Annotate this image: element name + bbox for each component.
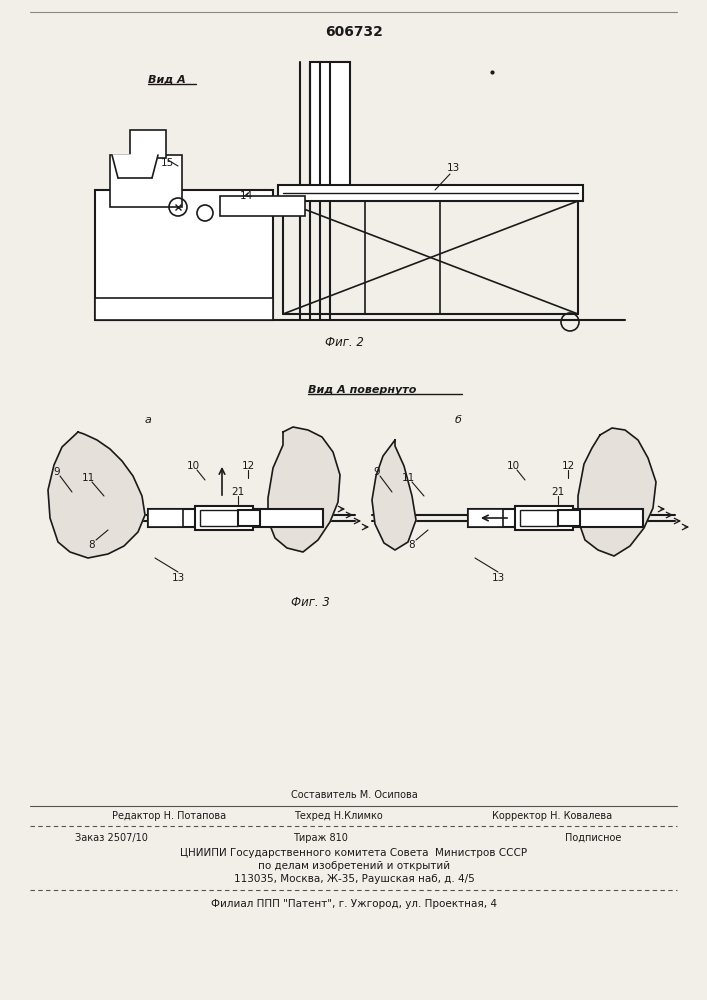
Bar <box>148 509 323 527</box>
Text: 606732: 606732 <box>325 25 383 39</box>
Bar <box>310 62 350 187</box>
Text: а: а <box>144 415 151 425</box>
Bar <box>278 185 583 201</box>
Polygon shape <box>48 432 145 558</box>
Text: Корректор Н. Ковалева: Корректор Н. Ковалева <box>492 811 612 821</box>
Polygon shape <box>372 440 416 550</box>
Text: 15: 15 <box>160 158 174 168</box>
Bar <box>515 506 573 530</box>
Bar <box>200 510 238 526</box>
Polygon shape <box>578 428 656 556</box>
Text: Заказ 2507/10: Заказ 2507/10 <box>75 833 148 843</box>
Text: ЦНИИПИ Государственного комитета Совета  Министров СССР: ЦНИИПИ Государственного комитета Совета … <box>180 848 527 858</box>
Text: 14: 14 <box>240 191 252 201</box>
Text: Вид А повернуто: Вид А повернуто <box>308 385 416 395</box>
Text: Техред Н.Климко: Техред Н.Климко <box>294 811 382 821</box>
Text: по делам изобретений и открытий: по делам изобретений и открытий <box>258 861 450 871</box>
Text: Вид А: Вид А <box>148 75 186 85</box>
Text: 9: 9 <box>54 467 60 477</box>
Text: 8: 8 <box>88 540 95 550</box>
Text: 11: 11 <box>81 473 95 483</box>
Text: 13: 13 <box>171 573 185 583</box>
Bar <box>195 506 253 530</box>
Bar <box>520 510 558 526</box>
Text: 12: 12 <box>561 461 575 471</box>
Text: Тираж 810: Тираж 810 <box>293 833 347 843</box>
Bar <box>95 190 273 320</box>
Bar <box>468 509 643 527</box>
Text: Редактор Н. Потапова: Редактор Н. Потапова <box>112 811 226 821</box>
Text: 12: 12 <box>241 461 255 471</box>
Text: 10: 10 <box>506 461 520 471</box>
Text: 21: 21 <box>231 487 245 497</box>
Text: 113035, Москва, Ж-35, Раушская наб, д. 4/5: 113035, Москва, Ж-35, Раушская наб, д. 4… <box>233 874 474 884</box>
Text: Фиг. 3: Фиг. 3 <box>291 595 329 608</box>
Text: 13: 13 <box>491 573 505 583</box>
Text: 11: 11 <box>402 473 414 483</box>
Text: Подписное: Подписное <box>565 833 621 843</box>
Bar <box>130 130 166 158</box>
Text: б: б <box>455 415 462 425</box>
Text: Фиг. 2: Фиг. 2 <box>325 336 363 349</box>
Text: 10: 10 <box>187 461 199 471</box>
Bar <box>95 298 273 320</box>
Text: Составитель М. Осипова: Составитель М. Осипова <box>291 790 417 800</box>
Text: 8: 8 <box>409 540 415 550</box>
Polygon shape <box>268 427 340 552</box>
Bar <box>110 155 182 207</box>
Text: Филиал ППП "Патент", г. Ужгород, ул. Проектная, 4: Филиал ППП "Патент", г. Ужгород, ул. Про… <box>211 899 497 909</box>
Polygon shape <box>112 155 158 178</box>
Bar <box>220 196 305 216</box>
Text: 13: 13 <box>446 163 460 173</box>
Bar <box>148 509 183 527</box>
Bar <box>468 509 503 527</box>
Text: 21: 21 <box>551 487 565 497</box>
Bar <box>238 510 260 526</box>
Text: 9: 9 <box>374 467 380 477</box>
Bar <box>558 510 580 526</box>
